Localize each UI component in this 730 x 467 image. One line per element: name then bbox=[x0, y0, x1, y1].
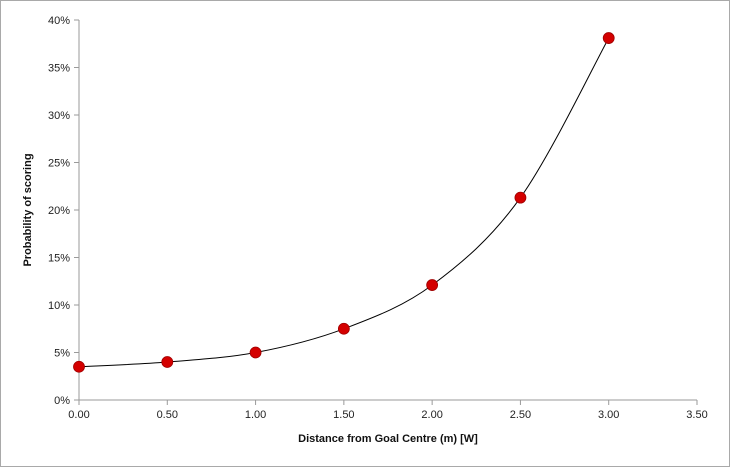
x-axis-title: Distance from Goal Centre (m) [W] bbox=[298, 433, 478, 445]
y-tick-label: 30% bbox=[48, 110, 70, 122]
x-ticks: 0.00 0.50 1.00 1.50 2.00 2.50 3.00 3.50 bbox=[68, 400, 708, 421]
y-tick-label: 40% bbox=[48, 15, 70, 27]
data-point bbox=[426, 279, 439, 291]
x-tick-label: 0.00 bbox=[68, 409, 89, 421]
x-tick-label: 2.50 bbox=[510, 409, 531, 421]
axes bbox=[78, 20, 697, 401]
data-point bbox=[161, 356, 174, 368]
y-tick-label: 20% bbox=[48, 205, 70, 217]
y-tick-label: 35% bbox=[48, 63, 70, 75]
y-tick-label: 15% bbox=[48, 253, 70, 265]
y-tick-label: 5% bbox=[54, 348, 70, 360]
y-ticks: 0% 5% 10% 15% 20% 25% 30% 35% 40% bbox=[48, 15, 79, 407]
y-tick-label: 10% bbox=[48, 300, 70, 312]
trendline-curve bbox=[78, 37, 610, 368]
x-tick-label: 1.00 bbox=[245, 409, 266, 421]
x-tick-label: 3.50 bbox=[686, 409, 707, 421]
data-point bbox=[602, 32, 615, 44]
x-tick-label: 3.00 bbox=[598, 409, 619, 421]
y-axis-title: Probability of scoring bbox=[22, 153, 34, 266]
x-tick-label: 2.00 bbox=[421, 409, 442, 421]
x-tick-label: 0.50 bbox=[157, 409, 178, 421]
y-tick-label: 25% bbox=[48, 158, 70, 170]
data-point bbox=[337, 322, 350, 335]
data-points bbox=[73, 32, 615, 373]
data-point bbox=[73, 360, 85, 373]
data-point bbox=[249, 346, 262, 359]
y-tick-label: 0% bbox=[54, 395, 70, 407]
data-point bbox=[514, 191, 527, 204]
x-tick-label: 1.50 bbox=[333, 409, 354, 421]
